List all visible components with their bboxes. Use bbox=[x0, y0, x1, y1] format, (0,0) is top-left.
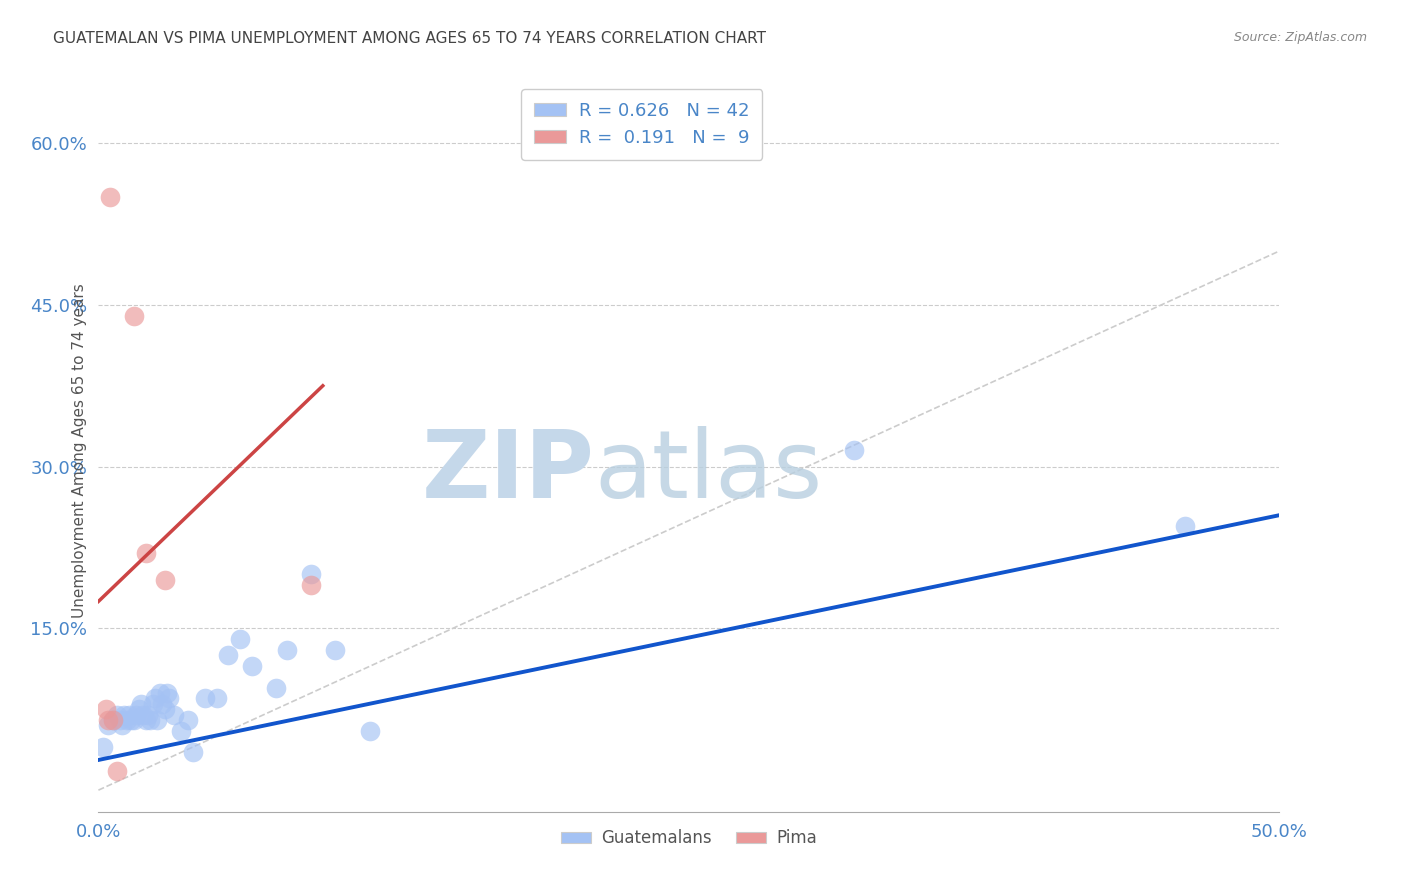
Point bbox=[181, 746, 204, 760]
Point bbox=[143, 691, 166, 706]
Point bbox=[170, 723, 193, 738]
Point bbox=[136, 707, 159, 722]
Point bbox=[112, 707, 135, 722]
Point bbox=[142, 697, 165, 711]
Point bbox=[121, 713, 143, 727]
Point bbox=[299, 567, 322, 582]
Point bbox=[101, 713, 124, 727]
Point bbox=[264, 681, 287, 695]
Point bbox=[240, 659, 263, 673]
Point bbox=[132, 707, 155, 722]
Point bbox=[108, 713, 131, 727]
Point bbox=[157, 691, 180, 706]
Point bbox=[122, 713, 145, 727]
Point bbox=[98, 190, 121, 204]
Point bbox=[149, 686, 172, 700]
Point bbox=[217, 648, 239, 663]
Point bbox=[276, 643, 298, 657]
Point bbox=[125, 707, 148, 722]
Point bbox=[323, 643, 346, 657]
Point bbox=[359, 723, 381, 738]
Point bbox=[105, 707, 128, 722]
Point bbox=[229, 632, 252, 647]
Point bbox=[153, 702, 176, 716]
Point bbox=[94, 702, 117, 716]
Point bbox=[150, 697, 173, 711]
Point bbox=[97, 713, 120, 727]
Point bbox=[97, 718, 120, 732]
Legend: Guatemalans, Pima: Guatemalans, Pima bbox=[554, 822, 824, 854]
Point bbox=[1174, 519, 1197, 533]
Text: GUATEMALAN VS PIMA UNEMPLOYMENT AMONG AGES 65 TO 74 YEARS CORRELATION CHART: GUATEMALAN VS PIMA UNEMPLOYMENT AMONG AG… bbox=[53, 31, 766, 46]
Text: atlas: atlas bbox=[595, 426, 823, 518]
Point bbox=[146, 713, 169, 727]
Point bbox=[115, 713, 138, 727]
Text: Source: ZipAtlas.com: Source: ZipAtlas.com bbox=[1233, 31, 1367, 45]
Point bbox=[194, 691, 217, 706]
Point bbox=[299, 578, 322, 592]
Point bbox=[153, 573, 176, 587]
Text: ZIP: ZIP bbox=[422, 426, 595, 518]
Point bbox=[139, 713, 162, 727]
Point bbox=[156, 686, 179, 700]
Y-axis label: Unemployment Among Ages 65 to 74 years: Unemployment Among Ages 65 to 74 years bbox=[72, 283, 87, 618]
Point bbox=[135, 546, 157, 560]
Point bbox=[177, 713, 200, 727]
Point bbox=[118, 707, 141, 722]
Point bbox=[163, 707, 186, 722]
Point bbox=[129, 697, 152, 711]
Point bbox=[91, 739, 114, 754]
Point bbox=[205, 691, 228, 706]
Point bbox=[122, 309, 145, 323]
Point bbox=[101, 713, 124, 727]
Point bbox=[128, 702, 150, 716]
Point bbox=[135, 713, 157, 727]
Point bbox=[844, 443, 866, 458]
Point bbox=[105, 764, 128, 778]
Point bbox=[111, 718, 134, 732]
